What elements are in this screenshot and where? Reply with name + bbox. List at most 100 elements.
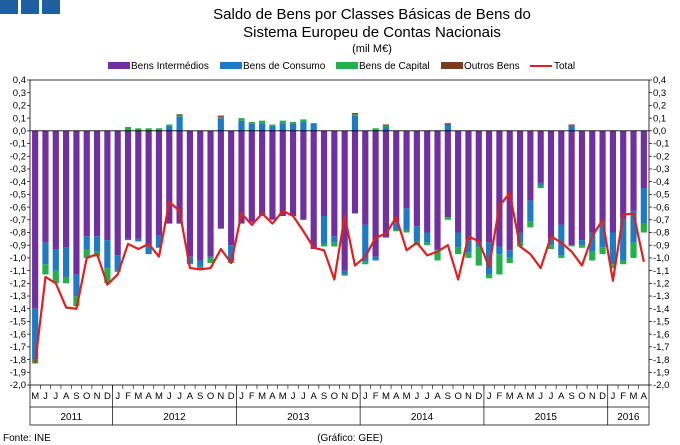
bar-consumo xyxy=(300,121,307,131)
y-tick-label-left: -0,2 xyxy=(10,151,26,162)
bar-intermedios xyxy=(269,130,276,220)
bar-consumo xyxy=(630,210,637,243)
month-label: N xyxy=(341,391,348,402)
bar-consumo xyxy=(578,240,586,246)
bar-consumo xyxy=(465,240,472,253)
month-label: O xyxy=(83,391,90,402)
bar-consumo xyxy=(516,232,524,243)
y-tick-label-left: -1,3 xyxy=(10,291,26,302)
month-label: M xyxy=(31,391,39,402)
bar-capital xyxy=(207,257,214,263)
y-tick-label-right: 0,0 xyxy=(653,126,666,137)
y-tick-label-right: -2,0 xyxy=(653,380,669,391)
bar-intermedios xyxy=(558,130,565,225)
bar-consumo xyxy=(228,245,235,262)
chart-title: Saldo de Bens por Classes Básicas de Ben… xyxy=(213,6,531,55)
month-label: F xyxy=(249,391,255,402)
bar-intermedios xyxy=(259,130,266,216)
bar-intermedios xyxy=(124,130,132,239)
bar-consumo xyxy=(83,236,90,250)
bar-intermedios xyxy=(155,130,163,236)
bar-consumo xyxy=(372,256,379,261)
y-axes: 0,4 0,40,3 0,30,2 0,20,1 0,10,0 0,0-0,1 -0,1-0… xyxy=(10,75,670,391)
bar-intermedios xyxy=(506,130,513,251)
bar-capital xyxy=(403,229,410,233)
bar-capital xyxy=(393,229,400,232)
bar-outros xyxy=(217,115,224,117)
bar-capital xyxy=(73,296,80,307)
bar-intermedios xyxy=(52,130,59,250)
credit-note: (Gráfico: GEE) xyxy=(317,433,383,444)
legend-swatch-capital xyxy=(336,62,358,69)
bar-intermedios xyxy=(620,130,627,219)
month-label: S xyxy=(73,391,79,402)
bar-consumo xyxy=(434,249,441,251)
month-label: A xyxy=(187,391,194,402)
y-tick-label-right: -0,9 xyxy=(653,240,669,251)
legend-label-intermedios: Bens Intermédios xyxy=(131,61,209,72)
month-label: J xyxy=(239,391,244,402)
bar-capital xyxy=(351,114,359,116)
month-label: A xyxy=(393,391,400,402)
y-tick-label-right: -0,3 xyxy=(653,164,669,175)
bar-capital xyxy=(558,255,565,258)
bar-intermedios xyxy=(207,130,214,257)
bar-consumo xyxy=(455,232,462,248)
bar-intermedios xyxy=(362,130,369,225)
bar-consumo xyxy=(403,208,410,230)
month-label: N xyxy=(465,391,472,402)
month-label: D xyxy=(228,391,235,402)
y-tick-label-left: -0,6 xyxy=(10,202,26,213)
bar-intermedios xyxy=(166,130,173,224)
legend-swatch-intermedios xyxy=(108,62,130,69)
bar-capital xyxy=(320,243,328,247)
bar-capital xyxy=(155,128,163,131)
bar-consumo xyxy=(155,235,163,248)
bar-capital xyxy=(486,274,493,279)
y-tick-label-left: -0,8 xyxy=(10,228,26,239)
bar-capital xyxy=(63,276,70,284)
bar-intermedios xyxy=(104,130,111,241)
bar-intermedios xyxy=(568,130,575,246)
bar-intermedios xyxy=(434,130,441,250)
plot-frame xyxy=(29,79,650,386)
bar-consumo xyxy=(52,249,59,271)
month-label: M xyxy=(258,391,266,402)
bar-intermedios xyxy=(63,130,70,248)
bar-capital xyxy=(609,264,616,269)
bar-capital xyxy=(630,242,637,258)
bar-capital xyxy=(527,221,534,228)
bar-capital xyxy=(362,261,369,265)
bar-capital xyxy=(640,223,647,233)
month-label: J xyxy=(538,391,543,402)
month-label: M xyxy=(403,391,411,402)
bar-intermedios xyxy=(393,130,400,223)
month-label: N xyxy=(94,391,101,402)
month-label: M xyxy=(526,391,534,402)
month-label: J xyxy=(549,391,554,402)
y-tick-label-right: -1,9 xyxy=(653,367,669,378)
bar-intermedios xyxy=(609,130,616,233)
bar-capital xyxy=(444,217,451,220)
y-tick-label-right: -0,5 xyxy=(653,190,669,201)
bar-intermedios xyxy=(93,130,101,237)
bar-consumo xyxy=(145,245,152,255)
bar-consumo xyxy=(248,123,255,131)
bar-capital xyxy=(135,128,142,131)
bar-capital xyxy=(300,119,307,122)
gee-logo xyxy=(0,0,60,14)
bar-outros xyxy=(444,123,451,125)
bar-consumo xyxy=(42,242,49,265)
month-label: O xyxy=(578,391,585,402)
month-label: F xyxy=(125,391,131,402)
month-label: A xyxy=(269,391,276,402)
bar-capital xyxy=(166,124,173,126)
y-tick-label-left: -1,1 xyxy=(10,266,26,277)
month-label: J xyxy=(167,391,172,402)
y-tick-label-right: -1,0 xyxy=(653,253,669,264)
bar-intermedios xyxy=(145,130,152,246)
bar-capital xyxy=(104,268,111,284)
bar-intermedios xyxy=(372,130,379,257)
bar-intermedios xyxy=(424,130,431,233)
